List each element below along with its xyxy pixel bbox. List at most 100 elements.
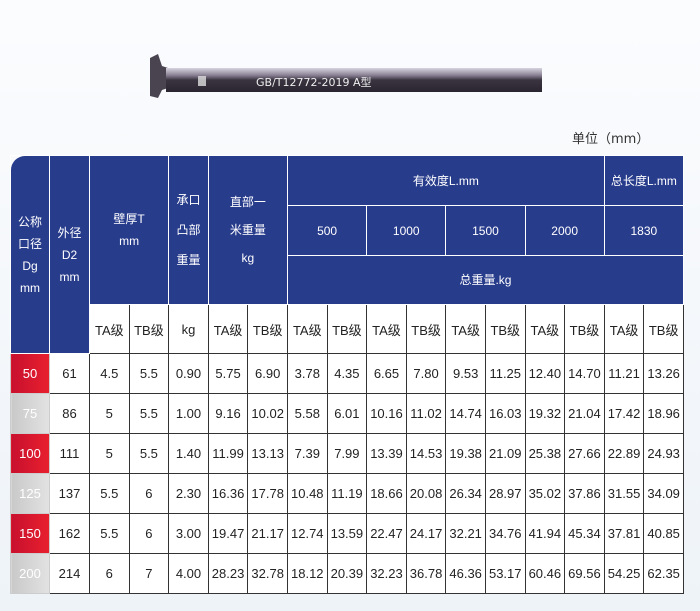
header-wall: 壁厚T mm — [88, 155, 170, 305]
subheader-cell: TA级 — [524, 304, 566, 354]
data-cell: 11.99 — [207, 433, 249, 474]
data-cell: 27.66 — [564, 433, 605, 474]
dg-cell: 200 — [10, 553, 50, 594]
unit-label: 单位（mm） — [572, 132, 650, 147]
data-cell: 22.89 — [603, 433, 645, 474]
header-length-1500: 1500 — [445, 205, 526, 256]
data-cell: 7.80 — [405, 353, 447, 394]
data-cell: 18.96 — [643, 393, 684, 434]
data-cell: 5.5 — [89, 473, 130, 514]
data-cell: 12.74 — [286, 513, 328, 554]
subheader-cell: TB级 — [405, 304, 447, 354]
data-cell: 214 — [49, 553, 90, 594]
subheader-cell: TB级 — [643, 304, 684, 354]
data-cell: 11.21 — [603, 353, 645, 394]
subheader-cell: TB级 — [247, 304, 288, 354]
data-cell: 36.78 — [405, 553, 447, 594]
header-length-1830: 1830 — [603, 205, 684, 256]
data-cell: 3.00 — [168, 513, 209, 554]
data-cell: 7.39 — [286, 433, 328, 474]
table-row: 200 214 6 7 4.00 28.23 32.78 18.12 20.39 32.23 36.… — [10, 553, 684, 594]
data-cell: 10.16 — [366, 393, 407, 434]
data-cell: 1.00 — [168, 393, 209, 434]
data-cell: 7 — [128, 553, 170, 594]
data-cell: 21.09 — [484, 433, 526, 474]
data-cell: 13.26 — [643, 353, 684, 394]
dg-cell: 125 — [10, 473, 50, 514]
pipe-image: GB/T12772-2019 A型 — [150, 54, 542, 98]
data-cell: 45.34 — [564, 513, 605, 554]
subheader-cell: TA级 — [445, 304, 486, 354]
data-cell: 14.53 — [405, 433, 447, 474]
data-cell: 32.78 — [247, 553, 288, 594]
data-cell: 28.97 — [484, 473, 526, 514]
table-row: 125 137 5.5 6 2.30 16.36 17.78 10.48 11.19 18.66 2… — [10, 473, 684, 514]
data-cell: 5 — [89, 433, 130, 474]
data-cell: 14.74 — [445, 393, 486, 434]
header-socket: 承口 凸部 重量 — [168, 155, 209, 305]
data-cell: 6.90 — [247, 353, 288, 394]
header-length-1000: 1000 — [366, 205, 447, 256]
data-cell: 20.39 — [326, 553, 368, 594]
data-cell: 54.25 — [603, 553, 645, 594]
data-cell: 11.25 — [484, 353, 526, 394]
subheader-cell: TB级 — [564, 304, 605, 354]
header-length-2000: 2000 — [524, 205, 605, 256]
data-cell: 9.53 — [445, 353, 486, 394]
dg-cell: 150 — [10, 513, 50, 554]
data-cell: 6 — [128, 513, 170, 554]
data-cell: 19.38 — [445, 433, 486, 474]
data-cell: 5.5 — [128, 433, 170, 474]
data-cell: 62.35 — [643, 553, 684, 594]
data-cell: 13.39 — [366, 433, 407, 474]
data-cell: 6.65 — [366, 353, 407, 394]
data-cell: 4.35 — [326, 353, 368, 394]
data-cell: 86 — [49, 393, 90, 434]
data-cell: 69.56 — [564, 553, 605, 594]
data-cell: 13.59 — [326, 513, 368, 554]
data-cell: 5.5 — [128, 353, 170, 394]
spec-table: 公称 口径 Dg mm 外径 D2 mm 壁厚T mm 承口 凸部 重量 直部一 米重量 kg 有效… — [10, 155, 684, 594]
subheader-cell: TB级 — [326, 304, 368, 354]
header-total-length: 总长度L.mm — [603, 155, 684, 206]
data-cell: 14.70 — [564, 353, 605, 394]
subheader-cell: kg — [168, 304, 209, 354]
data-cell: 24.17 — [405, 513, 447, 554]
data-cell: 19.32 — [524, 393, 566, 434]
data-cell: 12.40 — [524, 353, 566, 394]
data-cell: 13.13 — [247, 433, 288, 474]
data-cell: 61 — [49, 353, 90, 394]
data-cell: 60.46 — [524, 553, 566, 594]
data-cell: 16.36 — [207, 473, 249, 514]
data-cell: 18.12 — [286, 553, 328, 594]
data-cell: 24.93 — [643, 433, 684, 474]
subheader-cell: TA级 — [89, 304, 130, 354]
data-cell: 1.40 — [168, 433, 209, 474]
subheader-cell: TB级 — [484, 304, 526, 354]
data-cell: 21.04 — [564, 393, 605, 434]
table-row: 150 162 5.5 6 3.00 19.47 21.17 12.74 13.59 22.47 2… — [10, 513, 684, 554]
data-cell: 5.75 — [207, 353, 249, 394]
data-cell: 22.47 — [366, 513, 407, 554]
data-cell: 5.58 — [286, 393, 328, 434]
data-cell: 41.94 — [524, 513, 566, 554]
data-cell: 3.78 — [286, 353, 328, 394]
table-row: 50 61 4.5 5.5 0.90 5.75 6.90 3.78 4.35 6.65 7.80 9.… — [10, 353, 684, 394]
data-cell: 4.00 — [168, 553, 209, 594]
data-cell: 6 — [128, 473, 170, 514]
data-cell: 37.86 — [564, 473, 605, 514]
data-cell: 34.76 — [484, 513, 526, 554]
data-cell: 5.5 — [128, 393, 170, 434]
data-cell: 25.38 — [524, 433, 566, 474]
table-row: 75 86 5 5.5 1.00 9.16 10.02 5.58 6.01 10.16 11.02 1… — [10, 393, 684, 434]
table-row: 100 111 5 5.5 1.40 11.99 13.13 7.39 7.99 13.39 14.… — [10, 433, 684, 474]
data-cell: 11.02 — [405, 393, 447, 434]
data-cell: 5 — [89, 393, 130, 434]
pipe-marking: GB/T12772-2019 A型 — [256, 75, 371, 89]
header-length-500: 500 — [286, 205, 368, 256]
header-d2: 外径 D2 mm — [49, 155, 90, 354]
data-cell: 53.17 — [484, 553, 526, 594]
data-cell: 21.17 — [247, 513, 288, 554]
data-cell: 5.5 — [89, 513, 130, 554]
data-cell: 18.66 — [366, 473, 407, 514]
